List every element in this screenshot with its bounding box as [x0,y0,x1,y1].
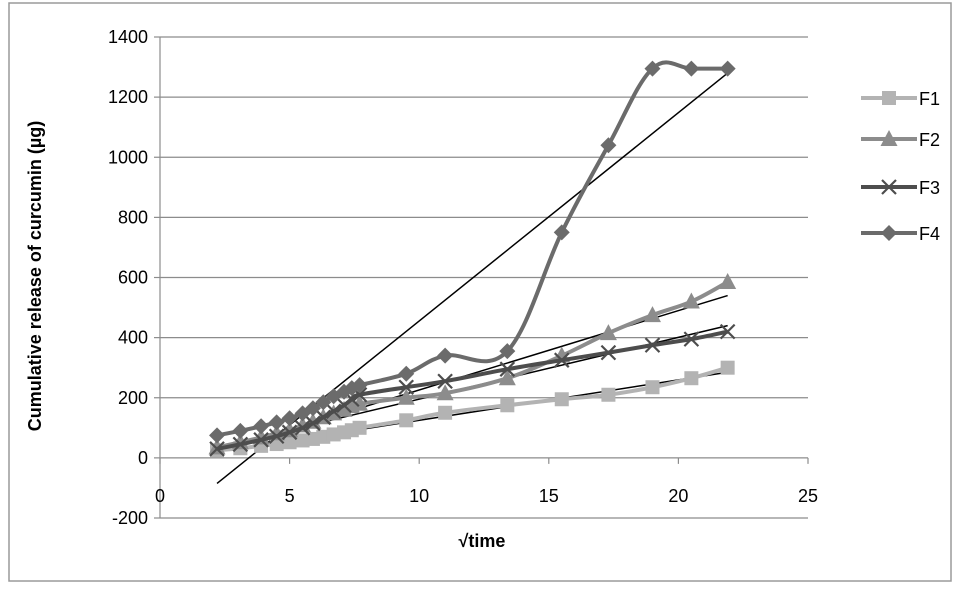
legend-marker-f1 [882,91,896,105]
data-point-f3 [253,432,269,448]
data-point-f4 [553,224,570,241]
data-point-f2 [397,388,415,405]
data-point-f1 [438,405,453,420]
data-point-f4 [437,347,454,364]
data-point-f3 [600,344,617,361]
data-point-f4 [719,60,736,77]
data-point-f4 [499,343,516,360]
legend-label-f4: F4 [919,224,940,244]
data-point-f1 [684,371,699,386]
data-point-f3 [305,415,321,432]
data-point-f4 [683,60,700,77]
data-point-f3 [325,403,342,420]
data-point-f4 [304,400,321,417]
y-tick-label: -200 [112,508,148,528]
y-tick-label: 0 [138,448,148,468]
data-point-f3 [336,397,352,414]
data-point-f1 [352,420,367,435]
data-point-f4 [644,60,661,77]
data-point-f1 [282,435,297,450]
data-point-f2 [599,324,617,341]
data-point-f1 [500,398,515,413]
data-point-f4 [268,414,285,431]
series-layer [208,60,737,458]
data-point-f3 [268,428,285,445]
y-tick-label: 1400 [108,27,148,47]
x-tick-label: 0 [155,486,165,506]
data-point-f3 [644,337,661,353]
data-point-f3 [719,323,736,340]
data-point-f2 [682,292,700,309]
x-axis-title: √time [459,531,506,551]
data-point-f4 [600,137,617,154]
x-tick-label: 5 [285,486,295,506]
data-point-f2 [208,438,226,455]
data-point-f1 [645,380,660,395]
x-tick-label: 20 [668,486,688,506]
data-point-f4 [351,377,368,394]
data-point-f3 [281,424,298,441]
legend-marker-f3 [881,179,897,195]
data-point-f4 [281,410,298,427]
y-tick-label: 200 [118,388,148,408]
data-point-f4 [315,394,332,411]
y-tick-label: 1000 [108,147,148,167]
legend-label-f3: F3 [919,178,940,198]
data-point-f3 [437,373,453,389]
data-point-f3 [683,331,700,347]
data-point-f2 [643,306,661,323]
data-point-f2 [498,369,516,386]
data-point-f1 [554,392,569,407]
legend-label-f1: F1 [919,89,940,109]
chart-border [8,2,952,582]
data-point-f1 [720,360,735,375]
grid-layer [160,36,808,519]
data-point-f1 [399,413,414,428]
legend-label-f2: F2 [919,130,940,150]
data-point-f2 [351,394,369,411]
legend-marker-f4 [881,225,897,241]
legend-marker-f2 [880,130,898,146]
legend-layer: F1 F2 F3 F4 [861,89,940,244]
y-tick-label: 600 [118,268,148,288]
y-tick-label: 1200 [108,87,148,107]
axes-layer: -200 0 200 400 600 800 1000 1200 1400 0 5 10 15 20 25 [108,27,818,528]
data-point-f4 [209,427,226,444]
data-point-f3 [315,409,332,426]
data-point-f4 [253,418,270,435]
data-point-f2 [436,384,454,401]
data-point-f3 [294,420,311,436]
data-point-f4 [232,422,249,439]
data-point-f3 [209,441,225,457]
y-tick-label: 400 [118,328,148,348]
x-tick-label: 15 [539,486,559,506]
data-point-f2 [719,273,737,290]
y-axis-title: Cumulative release of curcumin (µg) [25,121,45,431]
x-tick-label: 25 [798,486,818,506]
data-point-f3 [553,352,570,368]
data-point-f3 [232,436,249,453]
data-point-f1 [601,387,616,402]
data-point-f3 [499,361,516,377]
data-point-f4 [398,365,415,382]
y-tick-label: 800 [118,207,148,227]
x-tick-label: 10 [409,486,429,506]
data-point-f3 [398,379,415,396]
